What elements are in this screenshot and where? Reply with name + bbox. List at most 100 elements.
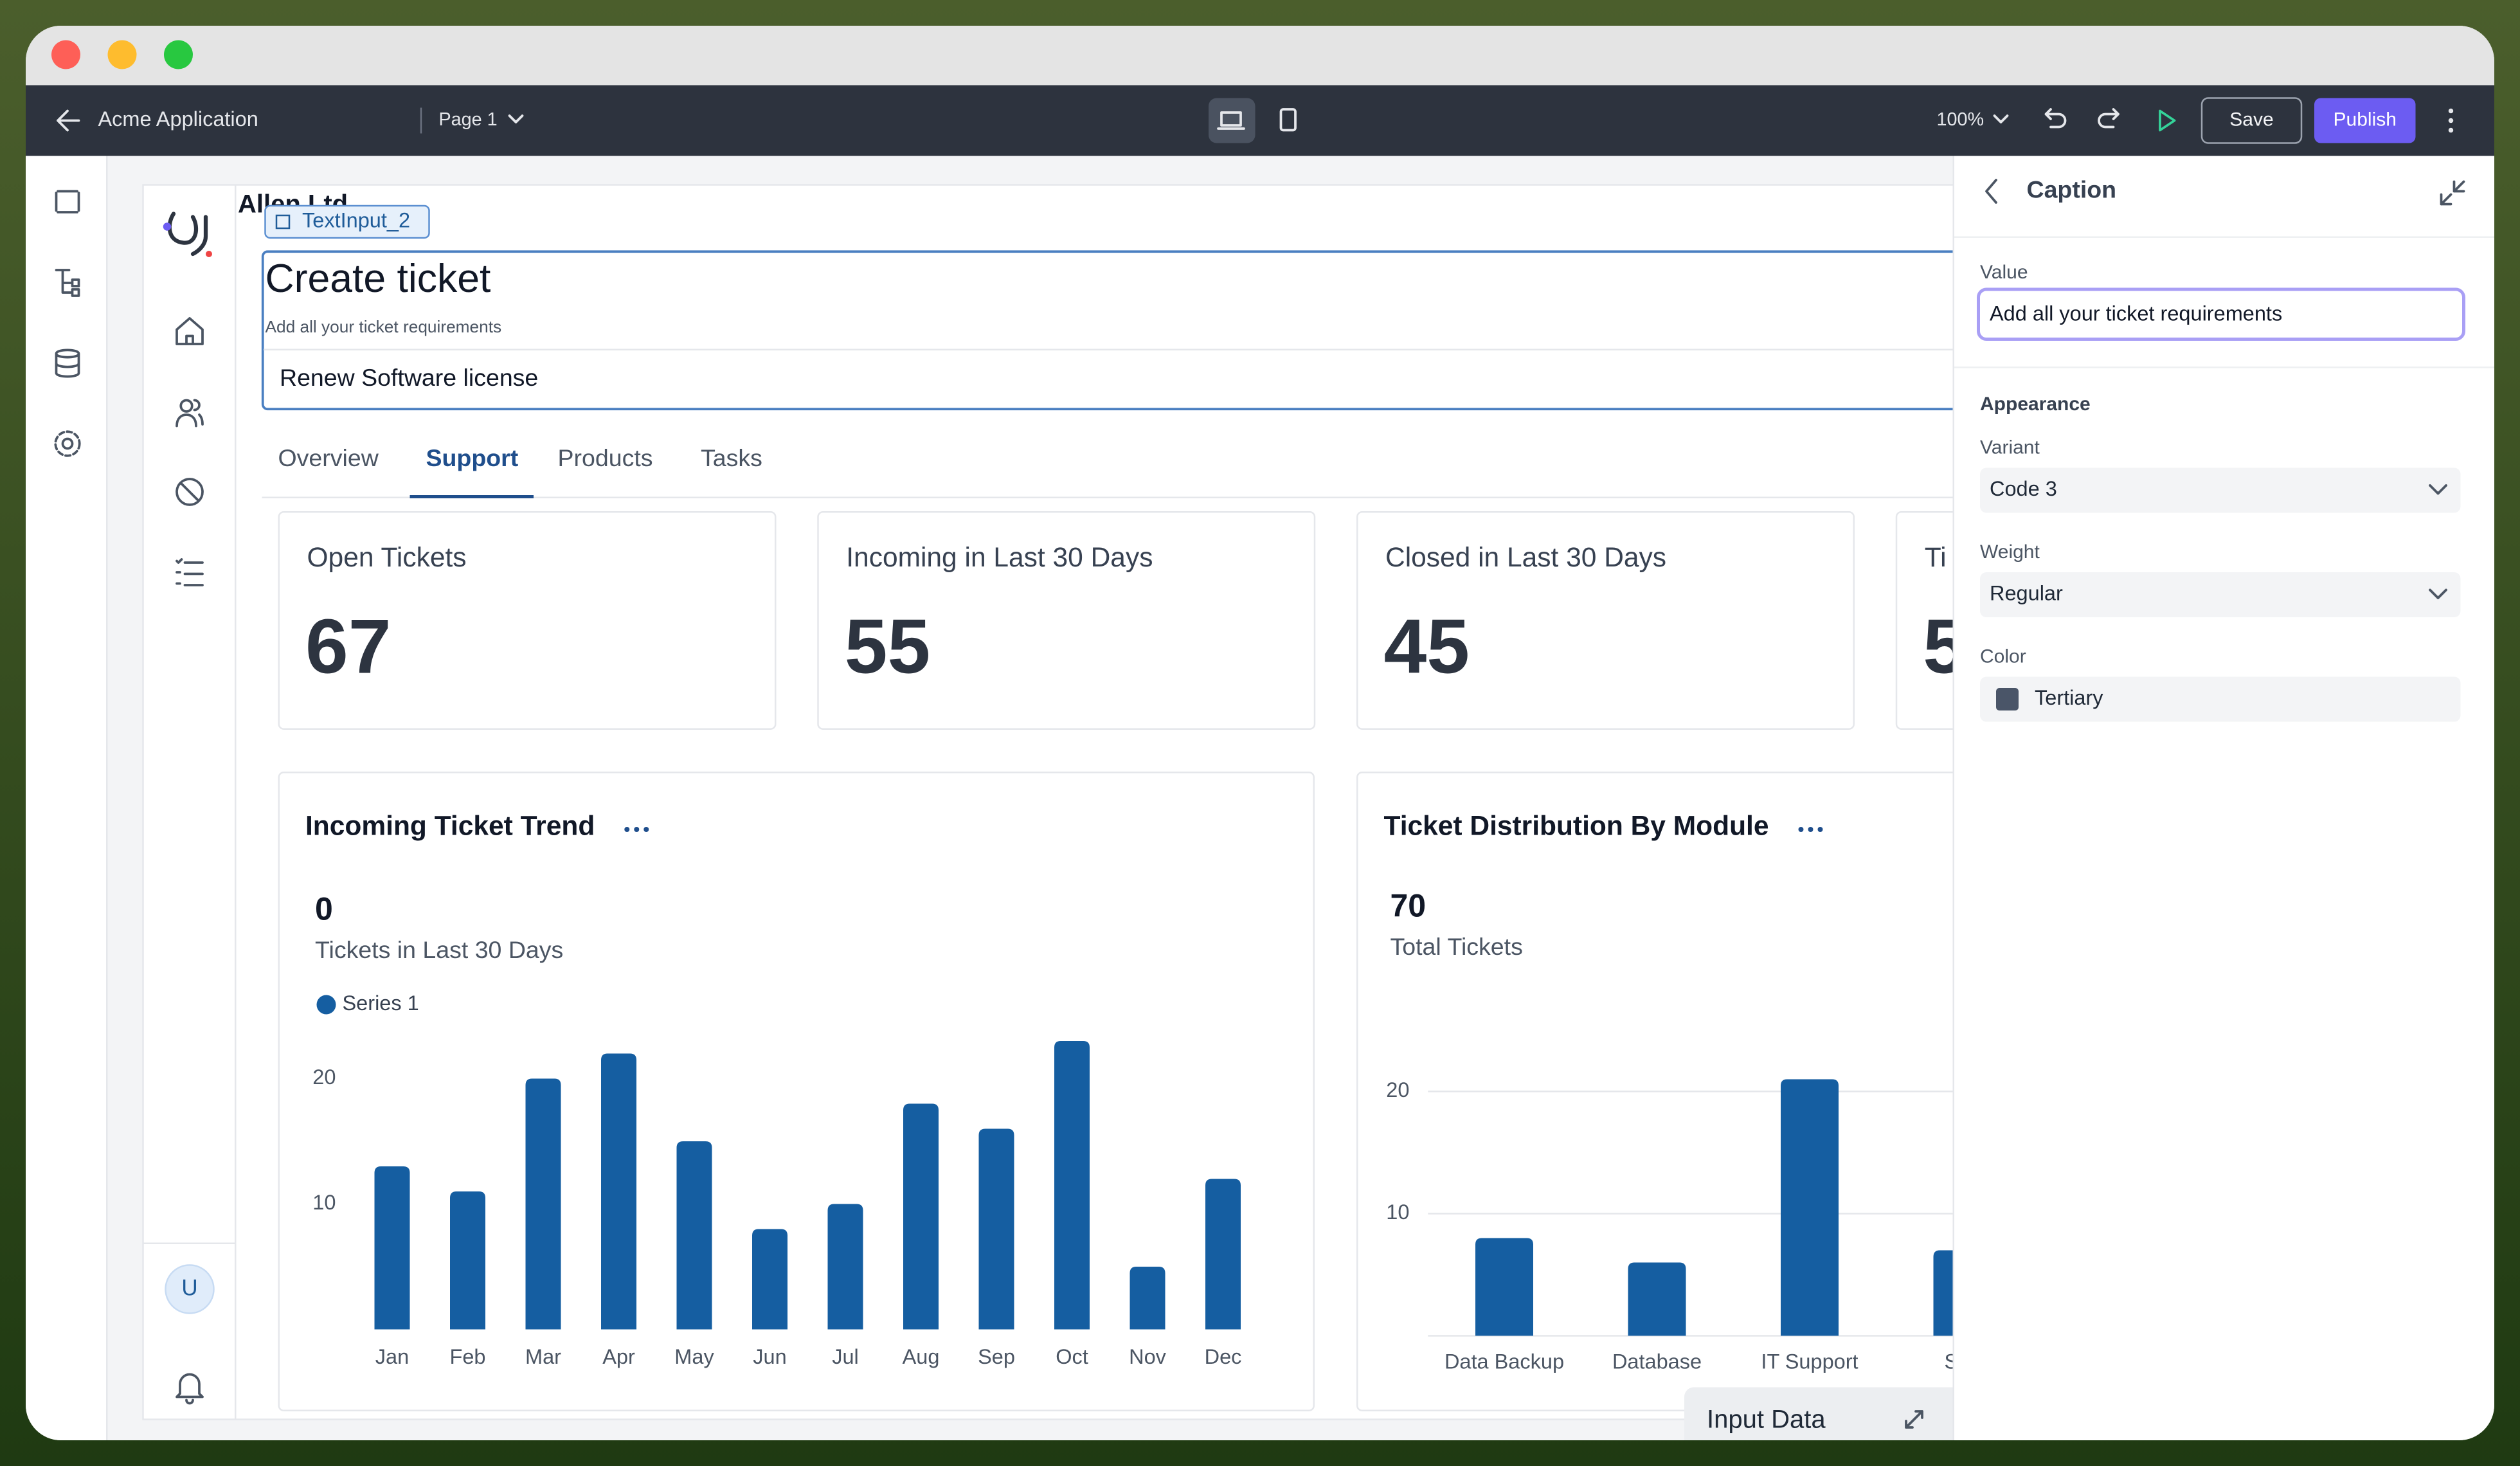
preview-button[interactable] (2159, 109, 2176, 132)
select[interactable] (1980, 572, 2461, 617)
select-value: Code 3 (1990, 477, 2057, 500)
bar (903, 1103, 939, 1330)
desktop-view-button[interactable] (1209, 98, 1256, 143)
tab[interactable]: Tasks (701, 444, 762, 471)
summary-label: Tickets in Last 30 Days (315, 936, 563, 963)
tab[interactable]: Products (558, 444, 653, 471)
users-icon[interactable] (176, 399, 204, 428)
stat-label: Closed in Last 30 Days (1385, 543, 1666, 573)
form-title: Create ticket (266, 256, 491, 301)
components-icon[interactable] (55, 190, 80, 213)
avatar[interactable] (165, 1264, 215, 1314)
badge-label: TextInput_2 (302, 209, 410, 232)
toolbar: Acme Application Page 1 100% Save Publis… (26, 85, 2494, 156)
redo-button[interactable] (2098, 108, 2120, 129)
badge-icon (275, 214, 291, 230)
select[interactable] (1980, 676, 2461, 722)
bar (1933, 1250, 1953, 1336)
summary-value: 0 (315, 891, 333, 927)
back-icon[interactable] (57, 109, 80, 132)
menu-dot[interactable] (634, 827, 640, 833)
save-label: Save (2229, 109, 2273, 130)
select[interactable] (1980, 467, 2461, 513)
select-value: Regular (1990, 582, 2063, 605)
chevron (508, 114, 524, 123)
summary-label: Total Tickets (1390, 933, 1523, 960)
y-tick-label: 10 (1386, 1200, 1409, 1224)
bar (827, 1204, 863, 1330)
settings-gear (54, 430, 81, 457)
bar (1054, 1041, 1090, 1330)
stat-label: Ti (1925, 543, 1947, 573)
title-bar (26, 26, 2494, 86)
list-icon[interactable] (176, 558, 204, 586)
undo-button[interactable] (2044, 108, 2067, 129)
bar (450, 1191, 485, 1330)
logo-dot (206, 251, 212, 257)
tab[interactable]: Support (426, 444, 519, 471)
page-select[interactable]: Page 1 (439, 109, 498, 130)
chevron (1993, 114, 2009, 123)
logo-stroke (190, 215, 208, 257)
menu-dot[interactable] (1808, 827, 1814, 833)
database-icon[interactable] (55, 348, 80, 378)
x-tick-label: IT Support (1761, 1350, 1858, 1373)
legend-swatch (316, 995, 336, 1015)
summary-value: 70 (1390, 888, 1426, 924)
properties-panel: Caption Value Add all your ticket requir… (1952, 156, 2494, 1440)
legend-label: Series 1 (343, 991, 419, 1015)
publish-label: Publish (2334, 109, 2397, 130)
panel-bg (1952, 156, 2494, 1440)
panel-back[interactable] (1985, 179, 1997, 204)
field-label: Color (1980, 646, 2026, 667)
tab[interactable]: Overview (278, 444, 379, 471)
chevron (2429, 588, 2447, 599)
text-input[interactable]: Renew Software license (280, 364, 538, 391)
canvas: U Allen Ltd TextInput_2 Create ticket Ad… (142, 184, 1983, 1452)
stat-card (278, 511, 777, 730)
collapse-icon[interactable] (2440, 180, 2465, 206)
minimize-button[interactable] (107, 40, 137, 69)
bell-icon[interactable] (176, 1373, 204, 1405)
tab-indicator (410, 495, 534, 498)
component-badge (264, 204, 430, 239)
app-name: Acme Application (98, 107, 258, 131)
bar (978, 1128, 1014, 1330)
close-button[interactable] (51, 40, 80, 69)
rail-bg (26, 156, 106, 1440)
bar (374, 1166, 410, 1330)
stat-value: 45 (1384, 604, 1470, 690)
zoom-select[interactable]: 100% (1937, 109, 1985, 130)
save-button[interactable] (2200, 97, 2303, 144)
expand-icon[interactable] (1905, 1410, 1923, 1429)
chevron (2429, 484, 2447, 495)
y-tick-label: 20 (312, 1065, 336, 1089)
settings-icon[interactable] (61, 437, 74, 450)
select-value: Tertiary (2035, 686, 2103, 709)
x-tick-label: Dec (1205, 1345, 1242, 1368)
menu-dot (644, 827, 649, 833)
bar (525, 1078, 561, 1330)
zoom-button[interactable] (164, 40, 193, 69)
home-icon[interactable] (176, 317, 204, 345)
bar (1475, 1238, 1533, 1336)
stat-card (1356, 511, 1855, 730)
fields: Variant Code 3 Weight Regular Color Tertiary (1980, 437, 2461, 722)
bar (1781, 1079, 1839, 1336)
form-caption: Add all your ticket requirements (266, 317, 502, 336)
window: Acme Application Page 1 100% Save Publis… (26, 26, 2494, 1452)
bar (601, 1053, 636, 1330)
selected-component[interactable] (261, 250, 1983, 411)
input-data-tab[interactable] (1684, 1387, 1974, 1452)
more-button[interactable] (2448, 108, 2454, 133)
block-icon[interactable] (176, 478, 204, 506)
color-swatch (1996, 688, 2019, 710)
value-input[interactable] (1977, 287, 2465, 341)
x-tick-label: Apr (602, 1345, 635, 1368)
publish-button[interactable] (2314, 98, 2416, 143)
mobile-view-button[interactable] (1279, 108, 1297, 132)
bar (1130, 1267, 1166, 1330)
tree-icon[interactable] (55, 269, 80, 297)
menu-dot (1817, 827, 1823, 833)
